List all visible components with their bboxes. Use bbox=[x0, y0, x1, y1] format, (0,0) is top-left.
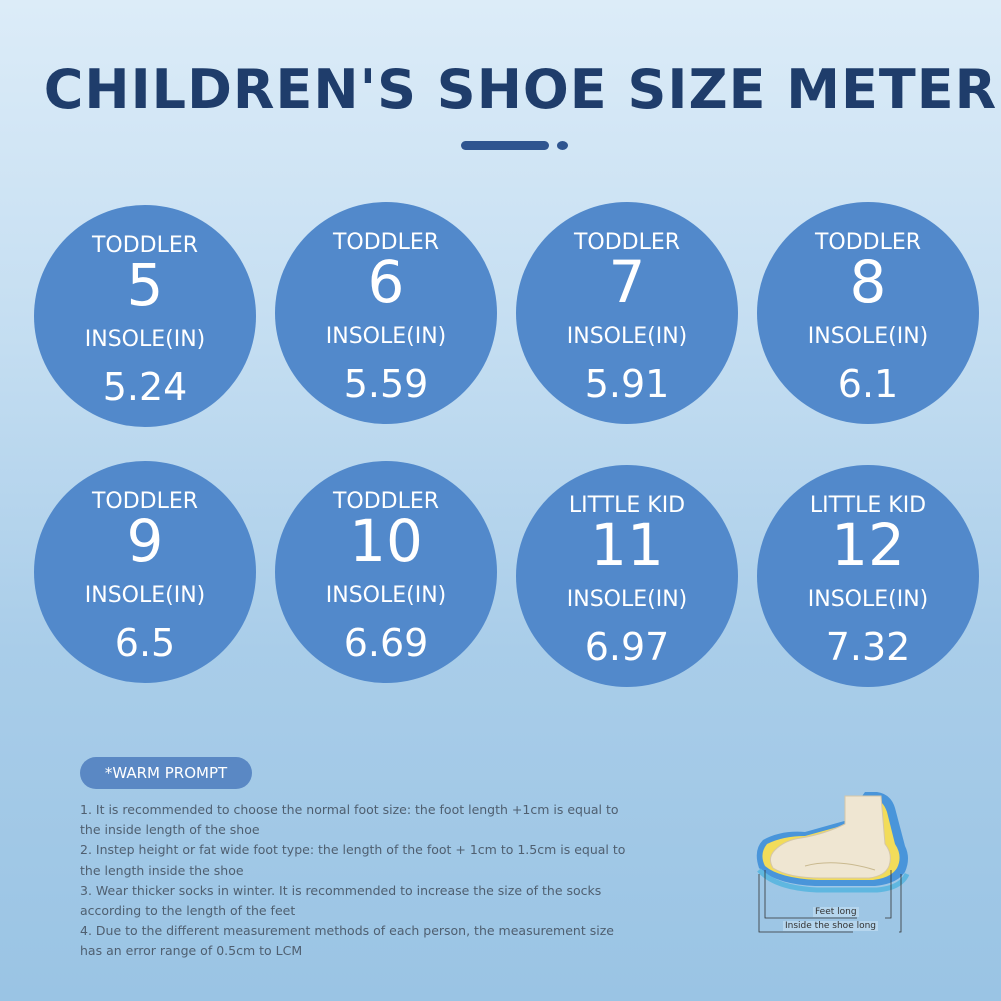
size-number: 5 bbox=[126, 251, 164, 319]
insole-label: INSOLE(IN) bbox=[84, 327, 206, 352]
size-category: TODDLER bbox=[814, 230, 922, 255]
warm-prompt-notes: 1. It is recommended to choose the norma… bbox=[80, 800, 640, 962]
insole-label: INSOLE(IN) bbox=[325, 583, 447, 608]
size-number: 6 bbox=[367, 248, 405, 316]
insole-value: 7.32 bbox=[825, 625, 911, 669]
size-category: TODDLER bbox=[332, 230, 440, 255]
note-item: 4. Due to the different measurement meth… bbox=[80, 923, 614, 959]
insole-value: 6.97 bbox=[584, 625, 670, 669]
note-item: 3. Wear thicker socks in winter. It is r… bbox=[80, 882, 602, 919]
size-number: 8 bbox=[849, 248, 887, 316]
insole-value: 5.59 bbox=[343, 362, 429, 406]
size-circle-little-kid-12: LITTLE KID 12 INSOLE(IN) 7.32 bbox=[757, 465, 979, 687]
size-circle-little-kid-11: LITTLE KID 11 INSOLE(IN) 6.97 bbox=[516, 465, 738, 687]
insole-value: 5.91 bbox=[584, 362, 670, 406]
note-item: 1. It is recommended to choose the norma… bbox=[80, 802, 619, 838]
title-underline-bar bbox=[461, 141, 549, 150]
size-category: TODDLER bbox=[573, 230, 681, 255]
size-number: 7 bbox=[608, 248, 646, 316]
insole-label: INSOLE(IN) bbox=[566, 324, 688, 349]
title-underline-dot bbox=[557, 141, 568, 150]
insole-label: INSOLE(IN) bbox=[807, 324, 929, 349]
insole-label: INSOLE(IN) bbox=[807, 587, 929, 612]
size-category: TODDLER bbox=[91, 233, 199, 258]
insole-label: INSOLE(IN) bbox=[566, 587, 688, 612]
warm-prompt-badge: *WARM PROMPT bbox=[80, 757, 252, 789]
size-circle-toddler-7: TODDLER 7 INSOLE(IN) 5.91 bbox=[516, 202, 738, 424]
inside-shoe-long-label: Inside the shoe long bbox=[783, 921, 879, 931]
size-number: 12 bbox=[831, 511, 905, 579]
size-number: 9 bbox=[126, 507, 164, 575]
insole-value: 5.24 bbox=[102, 365, 188, 409]
size-circle-toddler-6: TODDLER 6 INSOLE(IN) 5.59 bbox=[275, 202, 497, 424]
insole-label: INSOLE(IN) bbox=[325, 324, 447, 349]
insole-label: INSOLE(IN) bbox=[84, 583, 206, 608]
size-circle-toddler-9: TODDLER 9 INSOLE(IN) 6.5 bbox=[34, 461, 256, 683]
size-number: 11 bbox=[590, 511, 664, 579]
size-circle-toddler-8: TODDLER 8 INSOLE(IN) 6.1 bbox=[757, 202, 979, 424]
size-category: LITTLE KID bbox=[568, 493, 686, 518]
page-title: CHILDREN'S SHOE SIZE METER bbox=[43, 58, 998, 121]
note-item: 2. Instep height or fat wide foot type: … bbox=[80, 842, 626, 878]
size-category: TODDLER bbox=[91, 489, 199, 514]
feet-long-label: Feet long bbox=[813, 907, 859, 917]
size-number: 10 bbox=[349, 507, 423, 575]
size-circle-toddler-5: TODDLER 5 INSOLE(IN) 5.24 bbox=[34, 205, 256, 427]
insole-value: 6.69 bbox=[343, 621, 429, 665]
size-circle-toddler-10: TODDLER 10 INSOLE(IN) 6.69 bbox=[275, 461, 497, 683]
foot-in-shoe-icon bbox=[756, 792, 910, 933]
foot-measurement-illustration: Feet long Inside the shoe long bbox=[745, 788, 920, 938]
insole-value: 6.1 bbox=[837, 362, 899, 406]
size-category: LITTLE KID bbox=[809, 493, 927, 518]
size-category: TODDLER bbox=[332, 489, 440, 514]
insole-value: 6.5 bbox=[114, 621, 176, 665]
